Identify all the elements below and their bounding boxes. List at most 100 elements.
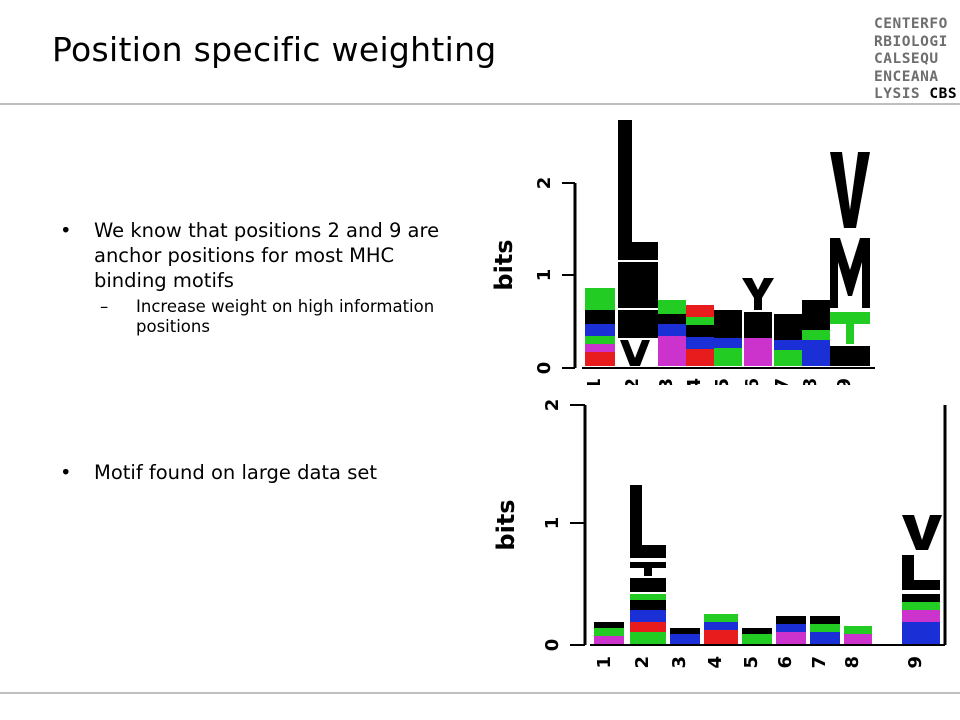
y-tick-label: 1: [534, 269, 555, 282]
residue-stack: [744, 324, 772, 338]
x-tick-label: 2: [632, 656, 653, 669]
residue-stack: [686, 305, 714, 317]
residue-stack: [902, 610, 940, 622]
residue-stack: [704, 614, 738, 622]
residue-stack: [810, 632, 840, 644]
residue-V: [830, 152, 870, 228]
top-divider: [0, 103, 960, 105]
residue-stack: [714, 324, 742, 338]
residue-stack: [776, 632, 806, 644]
sub-bullet-item: – Increase weight on high information po…: [60, 297, 470, 337]
x-tick-label: 6: [775, 656, 796, 669]
residue-stack: [774, 314, 802, 328]
residue-stack: [744, 338, 772, 366]
residue-stack: [714, 310, 742, 324]
logo-brand: CBS: [929, 86, 958, 102]
residue-L: [618, 120, 658, 260]
residue-T: [630, 562, 666, 576]
x-tick-label: 1: [584, 378, 605, 385]
residue-stack: [742, 628, 772, 634]
x-tick-label: 6: [742, 378, 763, 385]
y-tick-label: 0: [534, 362, 555, 375]
residue-Y: [742, 278, 774, 310]
residue-stack: [630, 594, 666, 600]
residue-stack: [802, 330, 830, 340]
residue-stack: [774, 328, 802, 340]
residue-stack: [802, 314, 830, 330]
residue-stack: [776, 616, 806, 624]
x-tick-label: 8: [842, 656, 863, 669]
residue-stack: [774, 340, 802, 350]
residue-stack: [658, 300, 686, 314]
residue-stack: [714, 338, 742, 348]
residue-stack: [670, 628, 700, 634]
residue-stack: [618, 310, 658, 338]
residue-M: [830, 238, 870, 308]
y-axis-label: bits: [490, 239, 518, 290]
residue-stack: [810, 616, 840, 624]
residue-stack: [686, 317, 714, 325]
residue-L: [902, 555, 940, 590]
x-tick-label: 9: [834, 378, 855, 385]
residue-stack: [594, 622, 624, 628]
residue-stack: [704, 622, 738, 630]
x-tick-labels: 1 2 3 4 5 6 7 8 9: [584, 378, 855, 385]
bullet-item: • Motif found on large data set: [60, 460, 514, 485]
sequence-logo-top: bits 2 1 0 1 2 3: [490, 120, 875, 385]
residue-stack: [630, 600, 666, 610]
residue-V: [902, 515, 942, 550]
bullet-list: • We know that positions 2 and 9 are anc…: [60, 218, 470, 337]
logo-line: ENCEANA: [874, 68, 939, 85]
residue-stack: [585, 336, 615, 344]
residue-stack: [830, 346, 870, 366]
residue-stack: [714, 348, 742, 366]
residue-stack: [630, 622, 666, 632]
residue-M: [630, 578, 666, 592]
bullet-text: Motif found on large data set: [94, 461, 377, 484]
residue-M: [618, 262, 658, 308]
x-tick-label: 7: [772, 378, 793, 385]
residue-stack: [658, 314, 686, 324]
x-tick-label: 7: [809, 656, 830, 669]
sub-bullet-marker: –: [100, 297, 109, 316]
slide-title: Position specific weighting: [52, 30, 497, 69]
logo-line: LYSIS CBS: [874, 86, 958, 104]
x-tick-label: 5: [741, 656, 762, 669]
y-axis-label: bits: [492, 499, 520, 550]
residue-stack: [704, 630, 738, 644]
bottom-divider: [0, 692, 960, 694]
bullet-marker: •: [60, 219, 72, 242]
sequence-logo-bottom: bits 2 1 0 1 2 3 4 5 6: [492, 399, 947, 669]
residue-stack: [774, 350, 802, 366]
x-tick-label: 9: [905, 656, 926, 669]
residue-stack: [686, 337, 714, 349]
residue-stack: [594, 628, 624, 636]
residue-stack: [585, 352, 615, 366]
logo-line: RBIOLOGI: [874, 33, 948, 50]
bullet-item: • We know that positions 2 and 9 are anc…: [60, 218, 470, 293]
residue-stack: [802, 340, 830, 366]
bullet-text: We know that positions 2 and 9 are ancho…: [94, 219, 440, 292]
residue-stack: [744, 312, 772, 324]
y-tick-label: 1: [542, 517, 563, 530]
residue-T: [830, 312, 870, 344]
x-tick-label: 4: [705, 656, 726, 669]
y-tick-label: 2: [542, 399, 563, 412]
residue-V: [620, 340, 650, 366]
residue-stack: [630, 632, 666, 644]
x-tick-labels: 1 2 3 4 5 6 7 8 9: [594, 656, 926, 669]
logo-line: CENTERFO: [874, 16, 948, 32]
x-tick-label: 3: [656, 378, 677, 385]
residue-stack: [585, 324, 615, 336]
x-tick-label: 2: [622, 378, 643, 385]
residue-stack: [585, 288, 615, 310]
residue-stack: [585, 344, 615, 352]
x-tick-label: 4: [684, 378, 705, 385]
residue-stack: [902, 622, 940, 644]
residue-stack: [585, 310, 615, 324]
logo-line: CALSEQU: [874, 51, 939, 67]
x-tick-label: 5: [712, 378, 733, 385]
residue-stack: [658, 324, 686, 336]
residue-stack: [776, 624, 806, 632]
residue-stack: [670, 634, 700, 644]
